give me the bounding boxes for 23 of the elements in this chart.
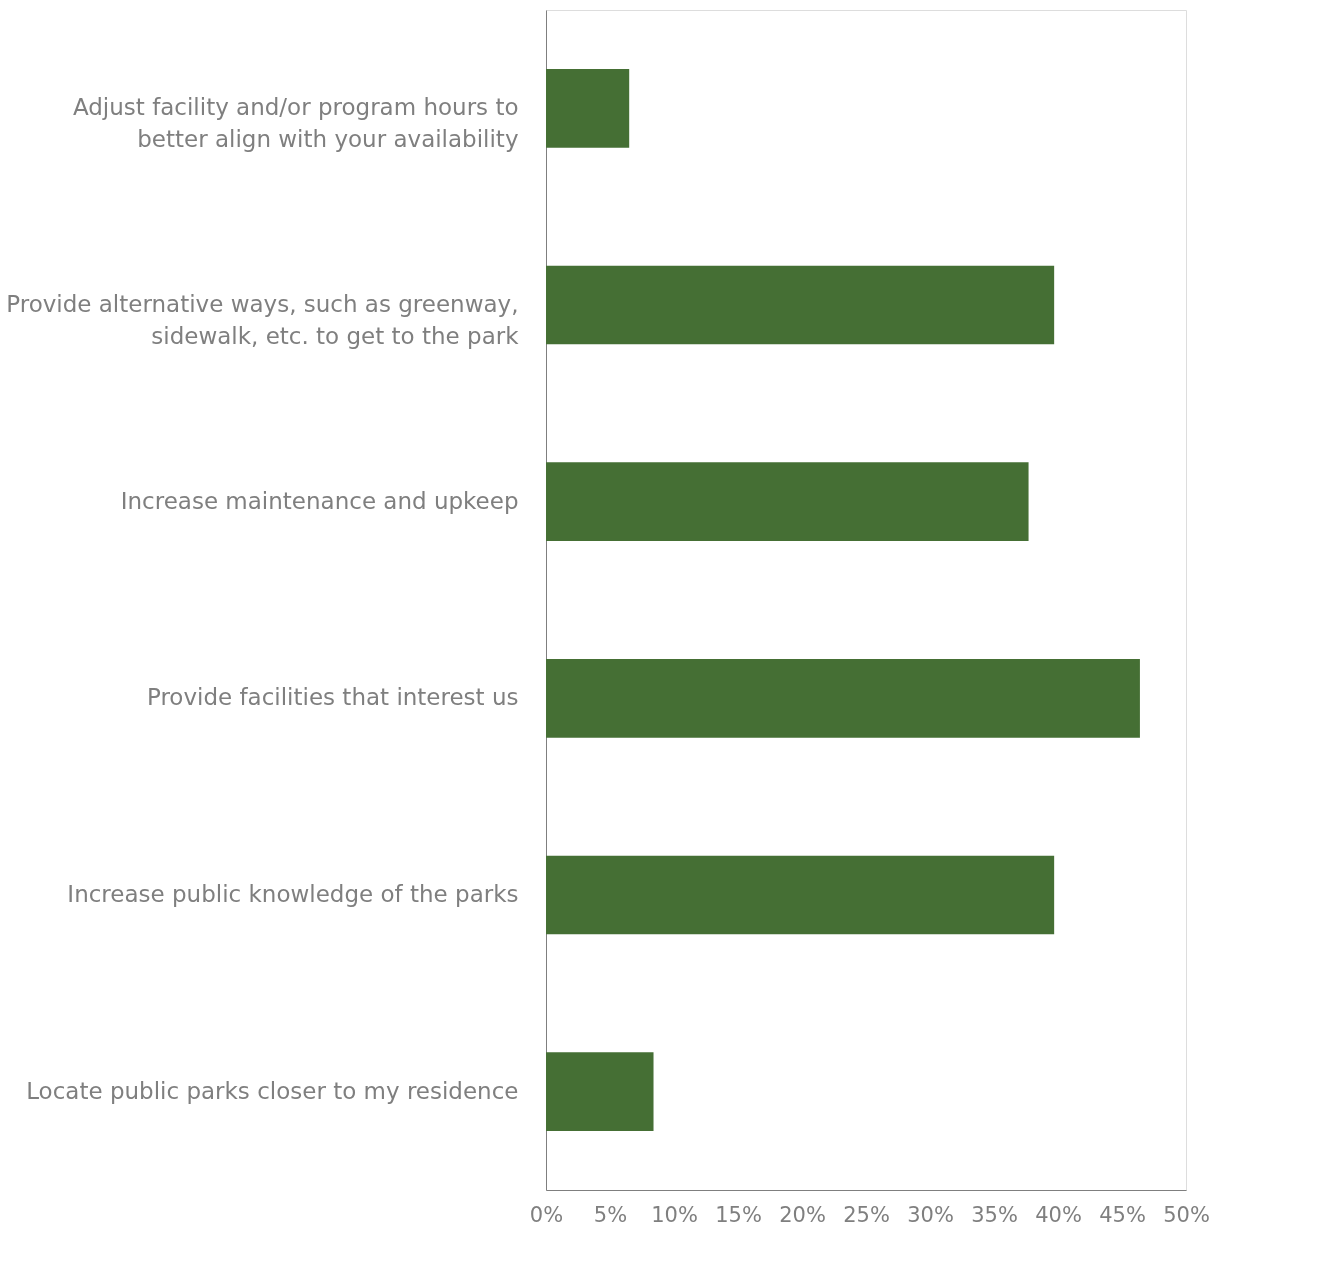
x-tick-label: 5% <box>593 1202 628 1227</box>
y-tick-label: Provide facilities that interest us <box>146 684 519 711</box>
x-tick-label: 10% <box>651 1202 698 1227</box>
x-tick-label: 35% <box>971 1202 1018 1227</box>
x-tick-label: 25% <box>843 1202 890 1227</box>
x-tick-label: 20% <box>779 1202 826 1227</box>
y-tick-label: Increase public knowledge of the parks <box>67 881 519 907</box>
x-tick-label: 30% <box>907 1202 954 1227</box>
x-tick-label: 50% <box>1163 1202 1210 1227</box>
x-tick-label: 45% <box>1099 1202 1146 1227</box>
x-tick-label: 15% <box>715 1202 762 1227</box>
bar <box>546 265 1055 345</box>
bar <box>546 69 630 148</box>
x-tick-label: 0% <box>529 1202 564 1227</box>
bar <box>546 855 1055 935</box>
bar <box>546 462 1029 541</box>
bar <box>546 1052 654 1131</box>
y-tick-label: Locate public parks closer to my residence <box>26 1077 519 1104</box>
x-tick-label: 40% <box>1035 1202 1082 1227</box>
bar <box>546 659 1140 738</box>
y-tick-label: Increase maintenance and upkeep <box>120 487 519 514</box>
y-tick-label: Adjust facility and/or program hours to better align with your availability <box>72 94 519 153</box>
y-tick-label: Provide alternative ways, such as greenway, sidewalk, etc. to get to the park <box>6 291 520 349</box>
